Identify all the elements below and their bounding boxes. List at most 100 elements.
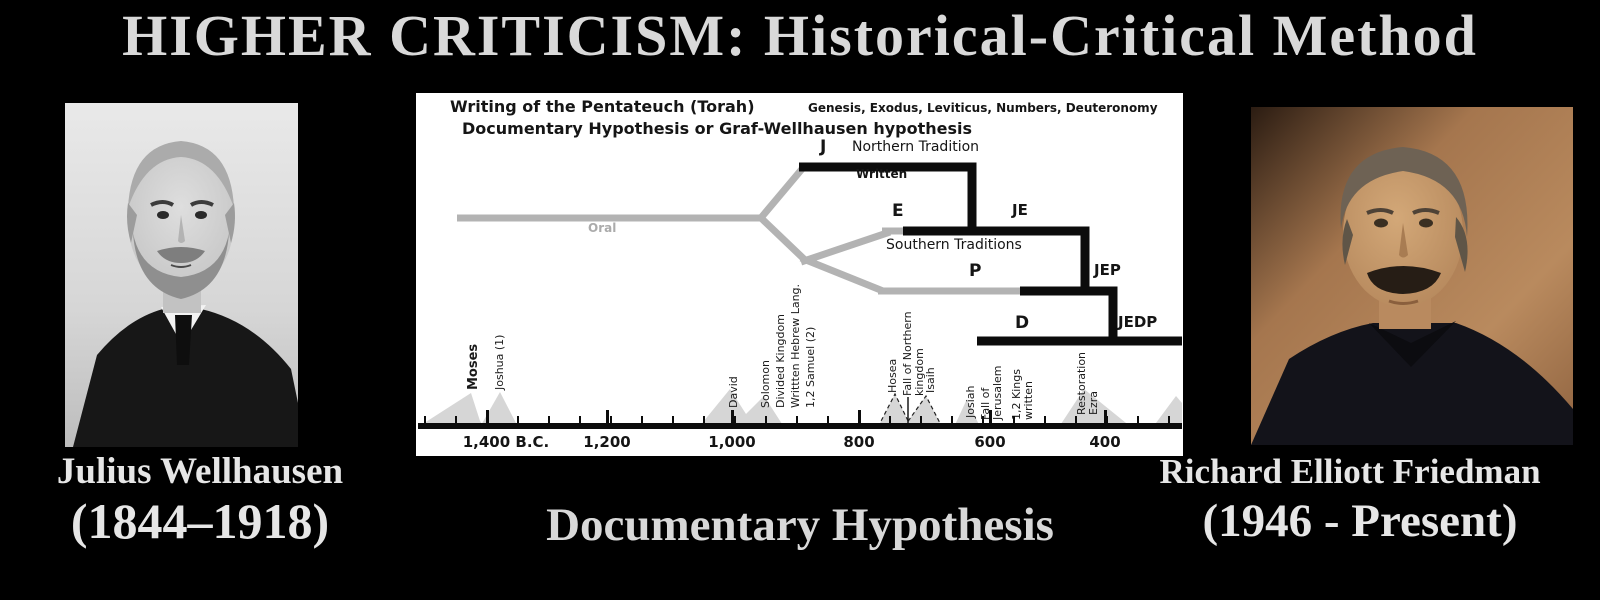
- minor-tick: [517, 416, 519, 424]
- minor-tick: [1106, 416, 1108, 424]
- event-label: written: [1022, 381, 1035, 420]
- source-j-label: J: [820, 137, 827, 157]
- friedman-photo: [1251, 107, 1573, 445]
- mouth: [170, 264, 192, 268]
- diagram-subtitle: Documentary Hypothesis or Graf-Wellhause…: [462, 119, 973, 138]
- source-d-label: D: [1015, 313, 1030, 333]
- event-peak: [877, 392, 912, 428]
- major-tick: [1104, 410, 1107, 424]
- hair-side-left: [127, 203, 137, 243]
- wellhausen-photo: [65, 103, 298, 447]
- event-label: Writtten Hebrew Lang.: [789, 283, 802, 408]
- major-tick: [606, 410, 609, 424]
- event-label: David: [727, 376, 740, 408]
- source-p-label: P: [969, 261, 982, 281]
- event-label: Jerusalem: [991, 365, 1004, 420]
- event-label: Moses: [466, 343, 481, 390]
- event-peak: [418, 393, 484, 427]
- eye-left: [157, 211, 169, 219]
- minor-tick: [827, 416, 829, 424]
- eye-right: [195, 211, 207, 219]
- year-label: 1,200: [583, 433, 631, 451]
- fork-upper-branch: [757, 166, 805, 222]
- jep-merge-line: [1020, 286, 1118, 343]
- oral-label: Oral: [588, 221, 617, 235]
- jedp-label: JEDP: [1118, 313, 1158, 331]
- source-e-label: E: [892, 201, 904, 221]
- minor-tick: [579, 416, 581, 424]
- eyebrow-right: [189, 200, 214, 207]
- year-label: 400: [1089, 433, 1121, 451]
- minor-tick: [889, 416, 891, 424]
- minor-tick: [455, 416, 457, 424]
- hair-side-left: [1342, 219, 1353, 265]
- mustache: [157, 247, 205, 263]
- year-label: 600: [974, 433, 1006, 451]
- beard: [133, 233, 229, 299]
- diagram-title: Writing of the Pentateuch (Torah): [450, 97, 755, 116]
- minor-tick: [641, 416, 643, 424]
- minor-tick: [920, 416, 922, 424]
- jacket: [1251, 323, 1573, 445]
- hair: [1340, 147, 1468, 237]
- minor-tick: [796, 416, 798, 424]
- j-source-line: [799, 162, 977, 233]
- event-label: Isaih: [924, 367, 937, 393]
- event-label: 1,2 Samuel (2): [804, 326, 817, 408]
- right-figure-years: (1946 - Present): [1202, 495, 1518, 547]
- event-peak: [954, 399, 980, 427]
- event-label: Divided Kingdom: [774, 314, 787, 408]
- nose: [1399, 223, 1408, 258]
- event-peaks: [418, 389, 1182, 428]
- minor-tick: [951, 416, 953, 424]
- fork-lower-branch: [757, 214, 808, 263]
- shirt: [1369, 321, 1456, 367]
- major-tick: [486, 410, 489, 424]
- left-figure-years: (1844–1918): [70, 493, 330, 549]
- hair-side-right: [225, 203, 235, 243]
- eyebrow-right: [1412, 208, 1440, 215]
- diagram-panel: Writing of the Pentateuch (Torah) Genesi…: [416, 93, 1183, 456]
- left-figure-name: Julius Wellhausen: [56, 451, 344, 492]
- event-peak: [480, 392, 518, 427]
- event-label: Josiah: [964, 385, 977, 418]
- hair: [128, 141, 234, 208]
- bottom-caption: Documentary Hypothesis: [546, 499, 1054, 551]
- je-merge-line: [903, 226, 1090, 293]
- event-peak: [699, 389, 784, 427]
- tie: [175, 315, 192, 365]
- event-label: Ezra: [1087, 391, 1100, 415]
- nose: [178, 215, 185, 243]
- minor-tick: [765, 416, 767, 424]
- eye-right: [1419, 218, 1433, 228]
- event-label: Solomon: [759, 360, 772, 408]
- tree-svg: [418, 162, 1182, 428]
- suit: [73, 309, 298, 447]
- minor-tick: [424, 416, 426, 424]
- minor-tick: [1137, 416, 1139, 424]
- event-label: Joshua (1): [493, 334, 506, 390]
- minor-tick: [548, 416, 550, 424]
- page-title: HIGHER CRITICISM: Historical-Critical Me…: [122, 3, 1478, 68]
- minor-tick: [734, 416, 736, 424]
- hair-side-right: [1455, 217, 1468, 272]
- event-label: Hosea: [886, 358, 899, 393]
- minor-tick: [982, 416, 984, 424]
- event-peak: [1153, 396, 1182, 427]
- diagram-books-list: Genesis, Exodus, Leviticus, Numbers, Deu…: [808, 101, 1158, 115]
- minor-tick: [1013, 416, 1015, 424]
- northern-tradition-label: Northern Tradition: [852, 139, 980, 155]
- jep-label: JEP: [1094, 261, 1121, 279]
- mustache: [1367, 266, 1441, 294]
- minor-tick: [1044, 416, 1046, 424]
- fork2-upper-branch: [799, 228, 892, 266]
- year-label: 1,000: [708, 433, 756, 451]
- major-tick: [858, 410, 861, 424]
- eyebrow-left: [150, 200, 175, 207]
- right-figure-name: Richard Elliott Friedman: [1159, 452, 1541, 491]
- major-tick: [989, 410, 992, 424]
- minor-tick: [1168, 416, 1170, 424]
- minor-tick: [703, 416, 705, 424]
- eye-left: [1374, 218, 1388, 228]
- timeline-axis: [418, 423, 1182, 429]
